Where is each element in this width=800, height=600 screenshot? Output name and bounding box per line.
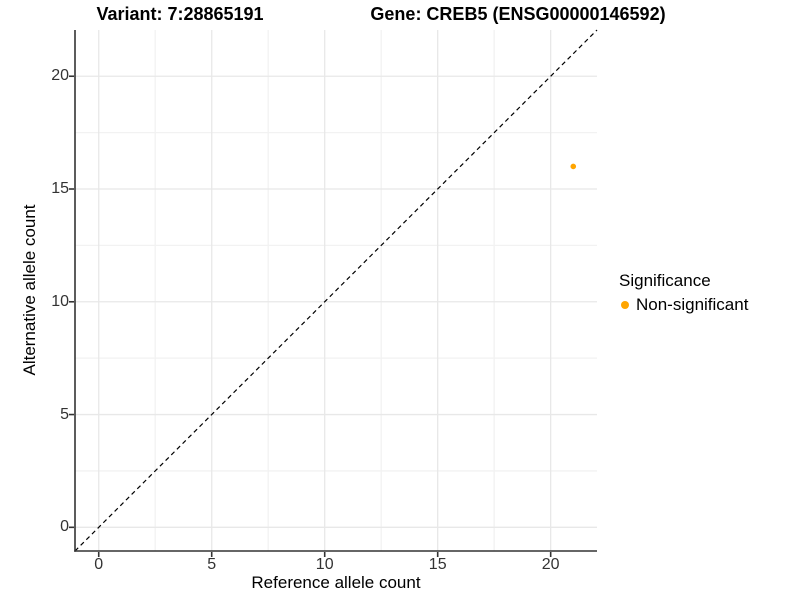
major-gridlines <box>75 30 597 551</box>
data-point <box>570 163 577 170</box>
axis-tick-marks <box>69 75 552 557</box>
gene-title: Gene: CREB5 (ENSG00000146592) <box>370 4 666 24</box>
legend-entry-label: Non-significant <box>636 295 749 314</box>
minor-gridlines <box>75 30 597 551</box>
x-axis-title: Reference allele count <box>251 573 421 592</box>
legend-title: Significance <box>619 271 711 290</box>
identity-dashed-line <box>74 29 598 552</box>
legend-point-icon <box>621 301 629 309</box>
axis-lines <box>74 30 597 552</box>
variant-title: Variant: 7:28865191 <box>96 4 264 24</box>
y-axis-title: Alternative allele count <box>20 204 39 376</box>
legend-entry: Non-significant <box>619 295 748 315</box>
data-points <box>570 163 577 170</box>
legend: Significance Non-significant <box>619 271 748 315</box>
